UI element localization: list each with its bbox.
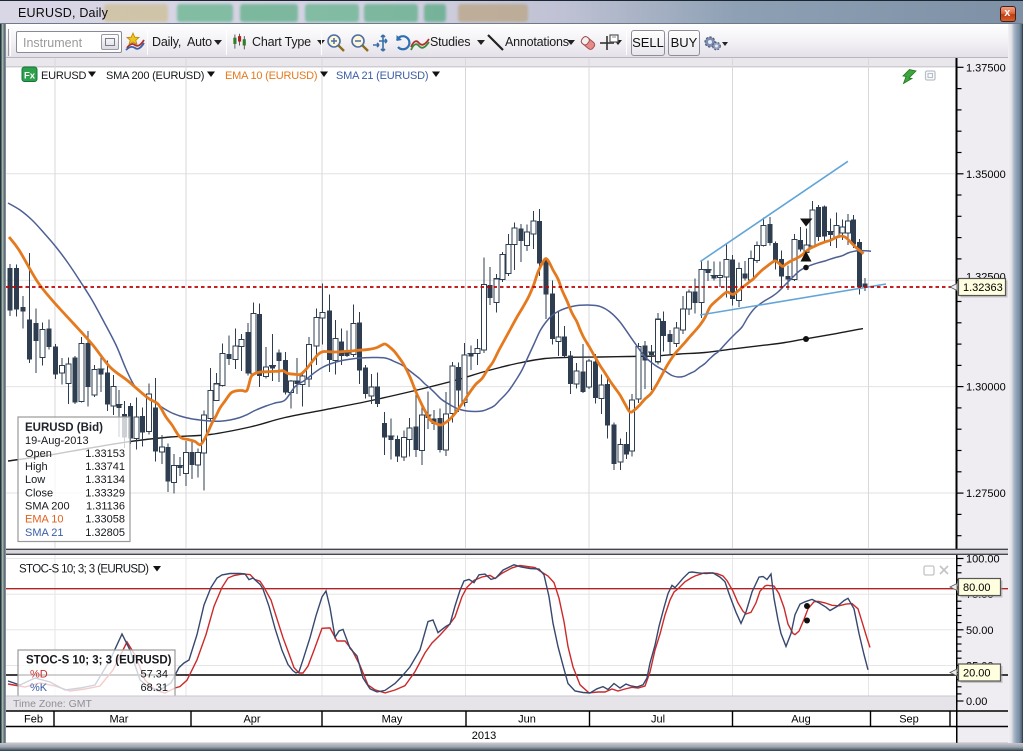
svg-text:1.30000: 1.30000 xyxy=(966,382,1006,394)
svg-text:Mar: Mar xyxy=(110,714,129,726)
svg-text:SMA 21 (EURUSD): SMA 21 (EURUSD) xyxy=(336,70,428,82)
svg-text:50.00: 50.00 xyxy=(966,625,994,637)
svg-text:2013: 2013 xyxy=(472,730,496,742)
svg-text:1.33329: 1.33329 xyxy=(85,487,125,499)
svg-text:%K: %K xyxy=(30,682,48,694)
svg-text:20.00: 20.00 xyxy=(963,668,991,680)
svg-text:57.34: 57.34 xyxy=(140,669,168,681)
svg-text:1.35000: 1.35000 xyxy=(966,169,1006,181)
svg-text:Open: Open xyxy=(25,448,52,460)
svg-text:SMA 200 (EURUSD): SMA 200 (EURUSD) xyxy=(106,70,204,82)
svg-text:1.32805: 1.32805 xyxy=(85,527,125,539)
svg-text:SMA 21: SMA 21 xyxy=(25,527,64,539)
svg-text:1.31136: 1.31136 xyxy=(86,501,125,513)
svg-text:0.00: 0.00 xyxy=(966,696,987,708)
svg-text:EURUSD: EURUSD xyxy=(41,70,87,82)
svg-text:1.33134: 1.33134 xyxy=(85,474,125,486)
svg-text:68.31: 68.31 xyxy=(140,682,168,694)
svg-text:Time Zone: GMT: Time Zone: GMT xyxy=(13,698,93,710)
svg-text:Jul: Jul xyxy=(651,714,665,726)
svg-text:High: High xyxy=(25,461,48,473)
svg-text:SMA 200: SMA 200 xyxy=(25,501,70,513)
svg-text:EMA 10 (EURUSD): EMA 10 (EURUSD) xyxy=(225,70,317,82)
svg-text:May: May xyxy=(382,714,403,726)
svg-text:STOC-S 10; 3; 3 (EURUSD): STOC-S 10; 3; 3 (EURUSD) xyxy=(26,655,172,667)
svg-text:Feb: Feb xyxy=(24,714,43,726)
svg-text:1.32363: 1.32363 xyxy=(963,282,1003,294)
svg-text:Low: Low xyxy=(25,474,45,486)
svg-text:EURUSD (Bid): EURUSD (Bid) xyxy=(25,422,103,434)
svg-text:Close: Close xyxy=(25,487,53,499)
svg-text:19-Aug-2013: 19-Aug-2013 xyxy=(25,435,89,447)
svg-text:Jun: Jun xyxy=(518,714,536,726)
svg-text:EMA 10: EMA 10 xyxy=(25,514,64,526)
svg-text:Apr: Apr xyxy=(243,714,260,726)
svg-text:Aug: Aug xyxy=(791,714,811,726)
svg-text:Sep: Sep xyxy=(899,714,919,726)
svg-text:1.27500: 1.27500 xyxy=(966,488,1006,500)
svg-text:1.33153: 1.33153 xyxy=(85,448,125,460)
svg-text:80.00: 80.00 xyxy=(963,582,991,594)
svg-text:Fx: Fx xyxy=(24,71,36,82)
svg-text:1.33741: 1.33741 xyxy=(85,461,125,473)
svg-text:%D: %D xyxy=(30,669,48,681)
svg-text:1.37500: 1.37500 xyxy=(966,62,1006,74)
svg-text:100.00: 100.00 xyxy=(966,554,1000,566)
svg-text:1.33058: 1.33058 xyxy=(85,514,125,526)
svg-text:STOC-S 10; 3; 3 (EURUSD): STOC-S 10; 3; 3 (EURUSD) xyxy=(19,564,149,576)
